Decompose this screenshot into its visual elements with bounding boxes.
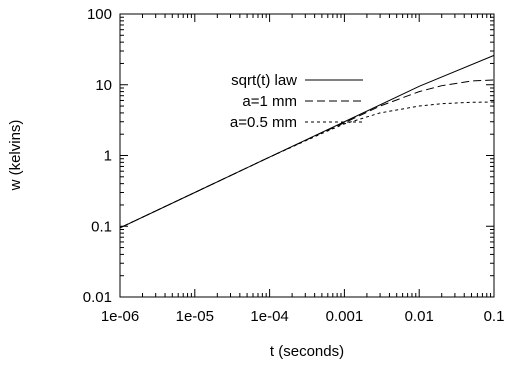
y-axis-label: w (kelvins) — [7, 120, 24, 192]
x-tick-label: 0.01 — [405, 308, 434, 325]
axis-ticks — [119, 13, 495, 298]
x-tick-label: 1e-06 — [101, 308, 139, 325]
x-tick-label: 0.001 — [326, 308, 364, 325]
legend-label: sqrt(t) law — [231, 72, 297, 89]
series-line — [119, 101, 495, 229]
x-tick-label: 1e-04 — [250, 308, 288, 325]
series-line — [119, 54, 495, 229]
y-tick-label: 1 — [104, 148, 112, 165]
legend: sqrt(t) law a=1 mm a=0.5 mm — [230, 72, 363, 131]
y-tick-label: 0.1 — [91, 218, 112, 235]
axis-tick-labels: 1e-06 1e-05 1e-04 0.001 0.01 0.1 0.01 0.1 1 10 100 — [83, 6, 505, 325]
plot-frame — [119, 13, 495, 298]
legend-label: a=0.5 mm — [230, 114, 297, 131]
x-tick-label: 0.1 — [484, 308, 505, 325]
y-tick-label: 10 — [95, 77, 112, 94]
series-lines — [119, 54, 495, 229]
legend-label: a=1 mm — [242, 93, 297, 110]
y-tick-label: 100 — [87, 6, 112, 23]
x-axis-label: t (seconds) — [270, 343, 344, 360]
x-tick-label: 1e-05 — [176, 308, 214, 325]
series-line — [119, 79, 495, 229]
y-tick-label: 0.01 — [83, 289, 112, 306]
